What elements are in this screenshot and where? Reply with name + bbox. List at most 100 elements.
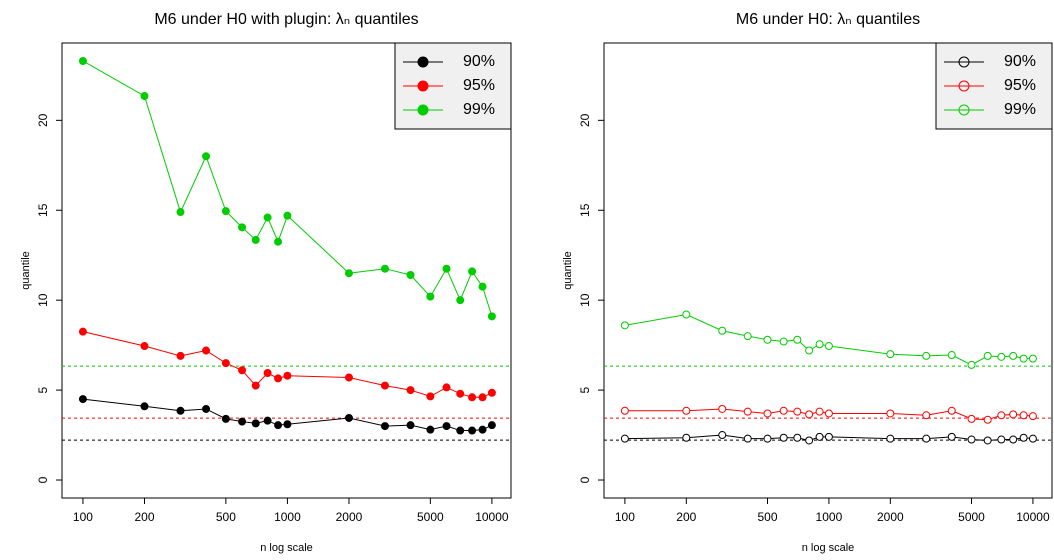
- data-point: [886, 434, 895, 443]
- data-point: [967, 360, 976, 369]
- data-point: [406, 421, 415, 430]
- data-point: [1009, 410, 1018, 419]
- data-point: [238, 417, 247, 426]
- data-point: [251, 235, 260, 244]
- x-tick-label: 5000: [958, 510, 985, 524]
- data-point: [176, 208, 185, 217]
- data-point: [805, 410, 814, 419]
- data-point: [824, 432, 833, 441]
- data-point: [620, 406, 629, 415]
- x-tick-label: 1000: [274, 510, 301, 524]
- data-point: [344, 269, 353, 278]
- data-point: [793, 335, 802, 344]
- data-point: [763, 335, 772, 344]
- y-axis-label: quantile: [20, 251, 32, 290]
- y-tick-label: 0: [578, 476, 592, 483]
- legend-marker: [417, 104, 429, 116]
- data-point: [478, 282, 487, 291]
- data-point: [221, 414, 230, 423]
- data-point: [997, 435, 1006, 444]
- legend-label: 99%: [463, 101, 495, 118]
- data-point: [815, 340, 824, 349]
- y-tick-label: 0: [36, 476, 50, 483]
- data-point: [442, 383, 451, 392]
- data-point: [221, 207, 230, 216]
- data-point: [793, 433, 802, 442]
- data-point: [487, 388, 496, 397]
- data-point: [426, 392, 435, 401]
- data-point: [176, 351, 185, 360]
- data-point: [967, 414, 976, 423]
- legend-marker: [958, 104, 970, 116]
- legend-label: 90%: [463, 53, 495, 70]
- data-point: [251, 381, 260, 390]
- data-point: [1028, 354, 1037, 363]
- data-point: [922, 434, 931, 443]
- data-point: [1019, 433, 1028, 442]
- data-point: [718, 326, 727, 335]
- y-axis-label: quantile: [562, 251, 574, 290]
- data-point: [406, 270, 415, 279]
- y-tick-label: 20: [36, 113, 50, 127]
- series-line: [624, 314, 1033, 366]
- data-point: [263, 369, 272, 378]
- x-tick-label: 2000: [336, 510, 363, 524]
- data-point: [238, 366, 247, 375]
- data-point: [380, 264, 389, 273]
- data-point: [779, 337, 788, 346]
- legend-label: 99%: [1004, 101, 1036, 118]
- legend-label: 95%: [1004, 77, 1036, 94]
- y-tick-label: 5: [36, 386, 50, 393]
- legend-marker: [417, 80, 429, 92]
- data-point: [426, 425, 435, 434]
- data-point: [620, 321, 629, 330]
- x-tick-label: 2000: [877, 510, 904, 524]
- data-point: [263, 213, 272, 222]
- x-tick-label: 500: [757, 510, 777, 524]
- x-tick-label: 1000: [816, 510, 843, 524]
- legend-label: 95%: [463, 77, 495, 94]
- data-point: [456, 426, 465, 435]
- data-point: [487, 312, 496, 321]
- data-point: [922, 351, 931, 360]
- data-point: [983, 436, 992, 445]
- data-point: [779, 406, 788, 415]
- data-point: [779, 433, 788, 442]
- data-point: [805, 346, 814, 355]
- y-tick-label: 5: [578, 386, 592, 393]
- data-point: [815, 432, 824, 441]
- legend-label: 90%: [1004, 53, 1036, 70]
- data-point: [442, 264, 451, 273]
- chart-title: M6 under H0 with plugin: λₙ quantiles: [154, 11, 418, 28]
- data-point: [763, 409, 772, 418]
- data-point: [1019, 411, 1028, 420]
- data-point: [743, 332, 752, 341]
- x-tick-label: 500: [216, 510, 236, 524]
- data-point: [140, 92, 149, 101]
- data-point: [967, 435, 976, 444]
- data-point: [202, 152, 211, 161]
- x-axis-label: n log scale: [260, 542, 313, 554]
- data-point: [202, 346, 211, 355]
- data-point: [718, 404, 727, 413]
- data-point: [805, 436, 814, 445]
- data-point: [283, 371, 292, 380]
- x-tick-label: 10000: [1016, 510, 1050, 524]
- data-point: [983, 351, 992, 360]
- data-point: [947, 351, 956, 360]
- x-tick-label: 200: [676, 510, 696, 524]
- data-point: [682, 433, 691, 442]
- data-point: [468, 426, 477, 435]
- data-point: [793, 407, 802, 416]
- data-point: [140, 402, 149, 411]
- data-point: [743, 407, 752, 416]
- data-point: [406, 386, 415, 395]
- data-point: [682, 406, 691, 415]
- plot-frame: [61, 42, 512, 499]
- legend-marker: [417, 56, 429, 68]
- data-point: [1028, 412, 1037, 421]
- data-point: [426, 292, 435, 301]
- data-point: [274, 374, 283, 383]
- data-point: [78, 327, 87, 336]
- data-point: [886, 409, 895, 418]
